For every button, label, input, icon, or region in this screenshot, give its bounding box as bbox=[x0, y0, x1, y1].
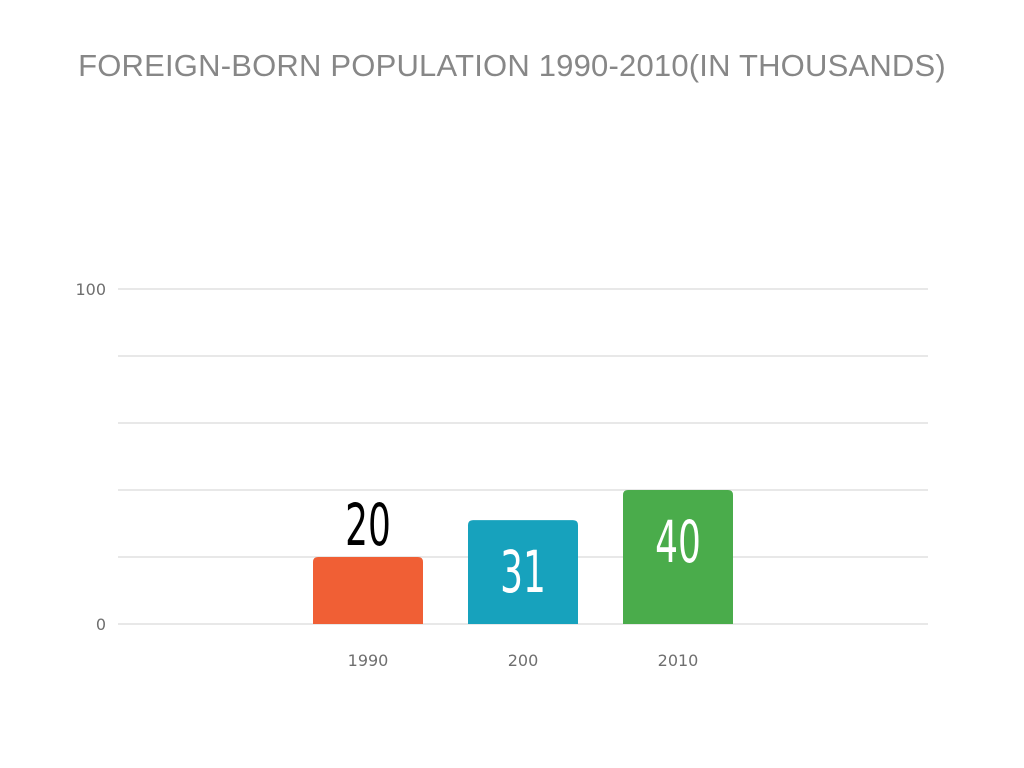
category-label: 200 bbox=[508, 651, 539, 670]
category-label: 1990 bbox=[348, 651, 389, 670]
y-axis-ticks: 0 100 bbox=[75, 280, 106, 634]
category-label: 2010 bbox=[658, 651, 699, 670]
bar-1990 bbox=[313, 557, 423, 624]
data-label: 31 bbox=[500, 539, 546, 606]
bar-2010 bbox=[623, 490, 733, 624]
data-label: 20 bbox=[345, 492, 391, 559]
chart-title: FOREIGN-BORN POPULATION 1990-2010(IN THO… bbox=[78, 48, 946, 83]
bars bbox=[313, 490, 733, 624]
data-labels: 20 31 40 bbox=[345, 492, 701, 606]
bar-200 bbox=[468, 520, 578, 624]
y-tick-label: 100 bbox=[75, 280, 106, 299]
y-tick-label: 0 bbox=[96, 615, 106, 634]
data-label: 40 bbox=[655, 509, 701, 576]
x-axis-categories: 1990 200 2010 bbox=[348, 651, 699, 670]
